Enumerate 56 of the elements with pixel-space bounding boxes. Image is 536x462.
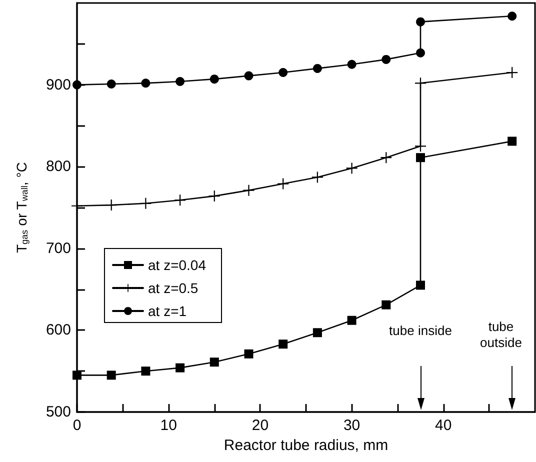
- point: [176, 363, 185, 372]
- x-tick-label: 0: [72, 417, 82, 434]
- point: [508, 12, 517, 21]
- point: [382, 54, 391, 64]
- point: [347, 60, 356, 69]
- point: [278, 340, 288, 349]
- point: [506, 67, 518, 78]
- point: [312, 64, 322, 73]
- x-tick-label: 40: [435, 417, 452, 434]
- y-tick-label: 800: [46, 158, 71, 176]
- point: [312, 172, 323, 183]
- y-tick-label: 900: [46, 76, 71, 94]
- point: [416, 48, 425, 58]
- point: [416, 17, 425, 26]
- point: [141, 78, 150, 88]
- point: [380, 152, 392, 164]
- x-axis-title: Reactor tube radius, mm: [224, 436, 388, 454]
- point: [508, 136, 517, 146]
- point: [416, 280, 425, 290]
- point: [174, 194, 186, 206]
- x-tick-label: 10: [160, 417, 177, 434]
- point: [346, 162, 358, 174]
- point: [176, 77, 185, 86]
- x-tick-label: 30: [343, 417, 360, 434]
- legend-label: at z=0.04: [148, 257, 206, 273]
- x-tick-label: 20: [252, 417, 269, 434]
- point: [140, 198, 152, 209]
- annotation: tube outside: [479, 319, 523, 351]
- point: [415, 78, 426, 89]
- point: [278, 178, 289, 190]
- y-tick-label: 600: [46, 322, 71, 339]
- point: [72, 200, 82, 212]
- point: [72, 80, 82, 90]
- point: [141, 366, 150, 376]
- point: [244, 71, 254, 80]
- point: [208, 190, 220, 202]
- point: [415, 140, 426, 152]
- point: [106, 79, 116, 88]
- point: [416, 153, 425, 162]
- point: [72, 370, 82, 380]
- annotation: tube inside: [388, 323, 453, 339]
- point: [210, 358, 219, 367]
- point: [210, 74, 219, 84]
- y-tick-label: 500: [46, 404, 71, 420]
- point: [382, 300, 391, 310]
- point: [244, 349, 254, 358]
- point: [106, 370, 116, 380]
- y-tick-label: 700: [46, 240, 71, 257]
- point: [106, 200, 117, 211]
- point: [312, 328, 322, 338]
- legend-label: at z=1: [148, 303, 187, 319]
- y-axis-title: Tgas or Twall, °C: [14, 162, 30, 253]
- point: [278, 68, 288, 78]
- legend-label: at z=0.5: [148, 280, 198, 296]
- point: [243, 184, 254, 196]
- point: [347, 316, 356, 325]
